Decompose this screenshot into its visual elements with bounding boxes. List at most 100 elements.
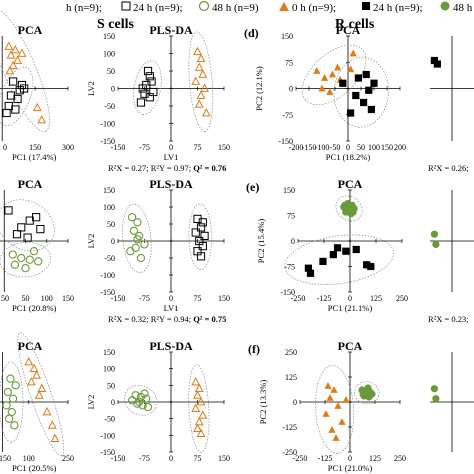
panel-e_pca: PCA (e) -250 -125 0 125 250 150 75 0 -75 -150 PC1 (2…	[246, 177, 408, 313]
data-point	[193, 390, 202, 399]
panel-title: PCA	[338, 177, 363, 191]
data-point	[36, 225, 45, 234]
data-point	[20, 84, 29, 93]
data-point	[25, 255, 34, 264]
data-point	[8, 250, 17, 259]
data-point	[352, 91, 360, 100]
data-point	[341, 201, 349, 209]
data-point	[10, 260, 20, 269]
data-point	[430, 385, 438, 393]
y-tick-label: 150	[103, 186, 115, 195]
x-tick-label: 150	[29, 143, 41, 152]
y-tick-label: -150	[278, 137, 293, 146]
data-point	[10, 44, 20, 54]
data-point	[8, 394, 18, 403]
data-point	[194, 62, 204, 71]
data-point	[324, 382, 332, 389]
legend-left-text: h (n=9);	[66, 2, 102, 14]
x-axis-label: PC1 (20.8%)	[12, 303, 57, 313]
data-point	[332, 434, 340, 441]
data-point	[322, 410, 330, 417]
data-point	[338, 418, 346, 425]
y-tick-label: 150	[283, 186, 295, 195]
data-point	[126, 247, 135, 256]
y-tick-label: -50	[104, 254, 115, 263]
y-tick-label: 0	[111, 85, 115, 94]
y-tick-label: -250	[282, 448, 297, 457]
data-point	[198, 242, 207, 251]
x-tick-label: -50	[330, 143, 341, 152]
data-point	[334, 63, 342, 71]
panel-title: PCA	[336, 23, 361, 37]
data-point	[196, 90, 206, 99]
y-tick-label: -150	[100, 137, 115, 146]
data-point	[196, 53, 206, 63]
data-point	[196, 396, 206, 406]
data-point	[127, 213, 137, 222]
data-point	[321, 74, 329, 81]
y-tick-label: 0	[111, 398, 115, 407]
confidence-ellipse	[133, 60, 162, 115]
data-point	[359, 390, 367, 398]
data-point	[149, 87, 158, 97]
data-point	[194, 99, 204, 108]
data-point	[13, 55, 22, 64]
legend-0h-triangle	[279, 2, 289, 11]
data-point	[365, 86, 373, 94]
legend-right-24: 24 h (n=9);	[373, 2, 423, 14]
data-point	[194, 383, 204, 393]
x-tick-label: 100	[23, 454, 35, 463]
data-point	[142, 394, 151, 403]
data-point	[304, 264, 312, 272]
data-point	[354, 74, 362, 82]
data-point	[6, 374, 15, 383]
data-point	[9, 77, 18, 86]
y-tick-label: 50	[107, 67, 115, 76]
data-point	[326, 88, 334, 95]
y-tick-label: -150	[280, 288, 295, 297]
panel-a_pca: PCA 150 300 0 PC1 (17.4%)	[0, 8, 74, 162]
stats-r2: R²X = 0.26;	[428, 163, 469, 173]
y-tick-label: -50	[104, 102, 115, 111]
data-point	[200, 83, 209, 92]
x-tick-label: 0	[169, 454, 173, 463]
data-point	[200, 231, 209, 241]
x-tick-label: -250	[291, 294, 306, 303]
y-axis-label: PC2 (13.3%)	[258, 380, 268, 425]
stats-r2: R²X = 0.32; R²Y = 0.94;	[108, 314, 193, 324]
x-tick-label: 150	[381, 143, 393, 152]
data-point	[191, 376, 201, 386]
data-point	[15, 86, 24, 95]
y-tick-label: 50	[107, 381, 115, 390]
data-point	[328, 70, 336, 78]
x-tick-label: -75	[139, 143, 150, 152]
r-cells-title: R cells	[335, 17, 375, 32]
x-tick-label: 150	[0, 454, 11, 463]
data-point	[32, 370, 42, 379]
x-tick-label: -250	[293, 454, 308, 463]
stats-text: R²X = 0.26;	[428, 163, 469, 173]
data-point	[133, 218, 142, 227]
confidence-ellipse	[124, 385, 158, 416]
data-point	[12, 230, 22, 239]
legend-24h-square-open	[121, 1, 131, 11]
x-tick-label: 0	[346, 143, 350, 152]
data-point	[17, 48, 27, 57]
x-tick-label: 0	[3, 143, 7, 152]
y-tick-label: -150	[100, 448, 115, 457]
panel-title: PCA	[18, 339, 43, 353]
confidence-ellipse	[315, 365, 355, 454]
x-tick-label: 50	[357, 143, 365, 152]
data-point	[133, 235, 142, 244]
confidence-ellipse	[17, 332, 65, 457]
panel-c_plsda: PLS-DA -150 -75 0 75 150 150 100 50 0 -50 -100 -150 L…	[86, 339, 230, 463]
stats-q2: Q² = 0.75	[193, 314, 226, 324]
panel-title: PLS-DA	[149, 339, 193, 353]
panel-f_pls_partial: R²X = 0.2	[430, 352, 474, 452]
panel-title: PLS-DA	[149, 177, 193, 191]
data-point	[432, 240, 440, 248]
confidence-ellipse	[0, 241, 51, 278]
y-tick-label: 0	[291, 237, 295, 246]
panel-letter: (e)	[246, 180, 259, 194]
data-point	[349, 208, 357, 216]
